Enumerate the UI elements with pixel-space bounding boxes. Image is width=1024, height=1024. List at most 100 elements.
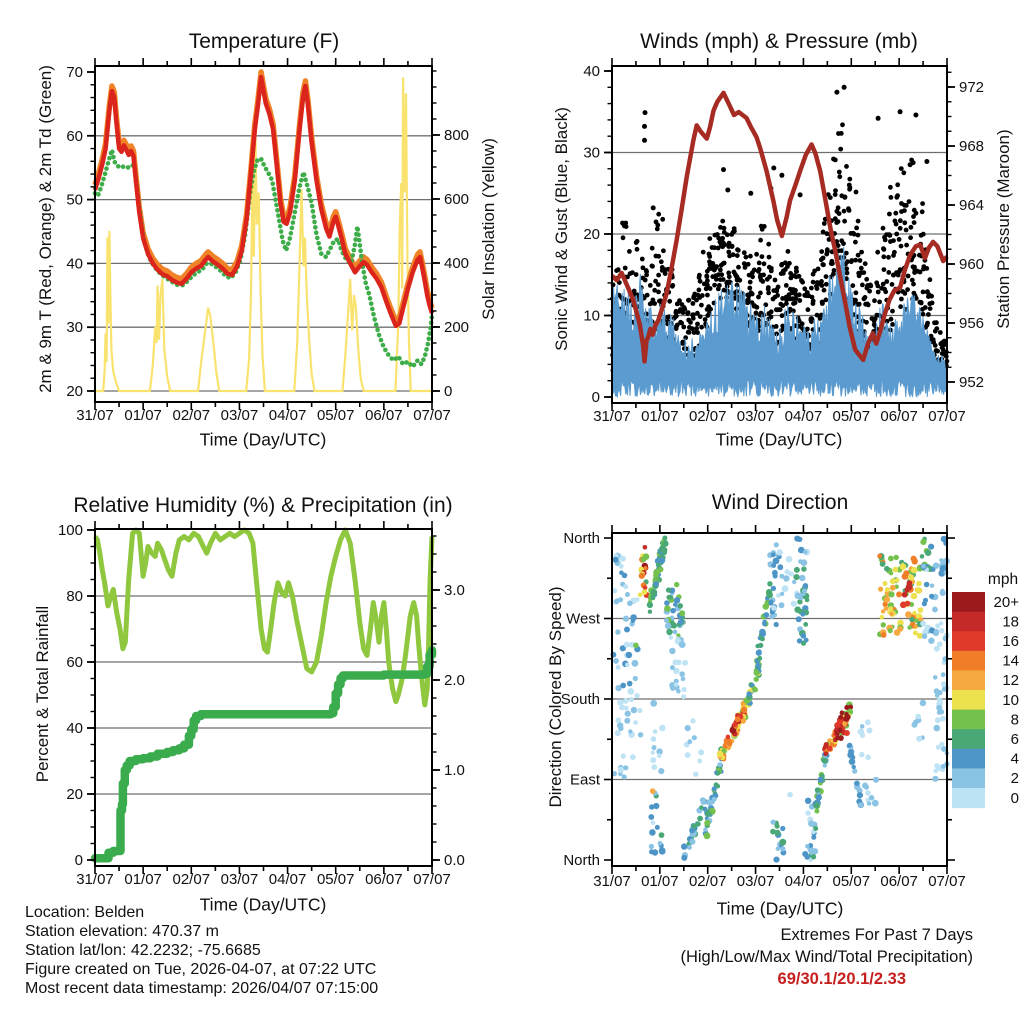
svg-text:40: 40 (66, 255, 83, 272)
svg-text:960: 960 (959, 256, 984, 273)
svg-text:01/07: 01/07 (641, 873, 679, 890)
svg-text:02/07: 02/07 (689, 873, 727, 890)
svg-text:600: 600 (444, 191, 469, 208)
svg-text:0: 0 (1011, 790, 1019, 807)
svg-text:01/07: 01/07 (124, 407, 162, 424)
svg-text:18: 18 (1002, 613, 1019, 630)
winds-y-label-right: Station Pressure (Maroon) (994, 129, 1013, 329)
extremes-values: 69/30.1/20.1/2.33 (777, 970, 906, 988)
svg-text:South: South (561, 691, 600, 708)
svg-text:4: 4 (1011, 751, 1019, 768)
footer-elevation: Station elevation: 470.37 m (25, 923, 219, 940)
humidity-y-label-left: Percent & Total Rainfall (33, 605, 52, 783)
svg-text:0: 0 (444, 383, 452, 400)
svg-text:04/07: 04/07 (269, 407, 307, 424)
svg-text:07/07: 07/07 (413, 407, 451, 424)
svg-text:30: 30 (583, 145, 600, 162)
temperature-chart: 31/07 01/07 02/07 03/07 04/07 05/07 06/07 07/07… (66, 58, 469, 424)
footer-timestamp: Most recent data timestamp: 2026/04/07 0… (25, 980, 379, 997)
svg-text:100: 100 (58, 522, 83, 539)
svg-text:972: 972 (959, 79, 984, 96)
humidity-precip-chart: 31/07 01/07 02/07 03/07 04/07 05/07 06/07 07/07… (58, 521, 465, 888)
svg-text:03/07: 03/07 (737, 408, 775, 425)
footer-location: Location: Belden (25, 904, 145, 921)
svg-text:07/07: 07/07 (413, 871, 451, 888)
svg-text:31/07: 31/07 (76, 407, 114, 424)
svg-text:964: 964 (959, 197, 984, 214)
temperature-y-label-left: 2m & 9m T (Red, Orange) & 2m Td (Green) (36, 65, 55, 393)
svg-text:968: 968 (959, 138, 984, 155)
svg-text:03/07: 03/07 (221, 407, 259, 424)
temperature-title: Temperature (F) (188, 30, 340, 53)
svg-text:06/07: 06/07 (365, 407, 403, 424)
svg-text:60: 60 (66, 128, 83, 145)
footer-created: Figure created on Tue, 2026-04-07, at 07… (25, 961, 377, 978)
svg-text:6: 6 (1011, 731, 1019, 748)
extremes-subheading: (High/Low/Max Wind/Total Precipitation) (680, 948, 973, 966)
wind-direction-chart: 31/07 01/07 02/07 03/07 04/07 05/07 06/07 07/07… (561, 525, 966, 890)
svg-text:04/07: 04/07 (785, 408, 823, 425)
svg-text:200: 200 (444, 319, 469, 336)
svg-text:10: 10 (1002, 692, 1019, 709)
svg-text:07/07: 07/07 (928, 408, 966, 425)
extremes-heading: Extremes For Past 7 Days (780, 926, 973, 944)
wind-direction-y-label: Direction (Colored By Speed) (546, 586, 565, 808)
svg-text:10: 10 (583, 308, 600, 325)
svg-text:05/07: 05/07 (833, 873, 871, 890)
temp-2m-line (92, 74, 435, 329)
svg-text:8: 8 (1011, 711, 1019, 728)
svg-text:04/07: 04/07 (269, 871, 307, 888)
svg-text:05/07: 05/07 (317, 407, 355, 424)
svg-text:East: East (570, 772, 601, 789)
svg-text:North: North (563, 530, 600, 547)
svg-text:31/07: 31/07 (593, 408, 631, 425)
svg-text:70: 70 (66, 64, 83, 81)
svg-text:20: 20 (583, 226, 600, 243)
winds-x-title: Time (Day/UTC) (715, 429, 843, 450)
svg-text:20: 20 (66, 786, 83, 803)
svg-text:40: 40 (66, 720, 83, 737)
wind-direction-title: Wind Direction (711, 491, 849, 514)
speed-colorbar: 20+ 18 16 14 12 10 8 6 4 2 0 (952, 592, 1020, 809)
svg-text:06/07: 06/07 (880, 408, 918, 425)
svg-text:05/07: 05/07 (833, 408, 871, 425)
svg-text:0: 0 (592, 389, 600, 406)
footer-latlon: Station lat/lon: 42.2232; -75.6685 (25, 942, 261, 959)
svg-text:05/07: 05/07 (317, 871, 355, 888)
svg-text:West: West (566, 611, 601, 628)
svg-text:400: 400 (444, 255, 469, 272)
svg-text:01/07: 01/07 (124, 871, 162, 888)
humidity-title: Relative Humidity (%) & Precipitation (i… (73, 494, 453, 517)
svg-text:North: North (563, 852, 600, 869)
svg-text:956: 956 (959, 315, 984, 332)
dewpoint-line (92, 149, 435, 371)
winds-title: Winds (mph) & Pressure (mb) (640, 30, 918, 53)
svg-text:40: 40 (583, 63, 600, 80)
svg-text:30: 30 (66, 319, 83, 336)
humidity-x-title: Time (Day/UTC) (199, 894, 327, 915)
svg-text:20: 20 (66, 383, 83, 400)
svg-text:1.0: 1.0 (444, 762, 465, 779)
svg-text:20+: 20+ (994, 594, 1020, 611)
rainfall-line (90, 646, 437, 863)
svg-text:16: 16 (1002, 633, 1019, 650)
svg-text:50: 50 (66, 192, 83, 209)
svg-text:12: 12 (1002, 672, 1019, 689)
svg-text:07/07: 07/07 (928, 873, 966, 890)
svg-text:31/07: 31/07 (593, 873, 631, 890)
svg-text:80: 80 (66, 588, 83, 605)
svg-text:02/07: 02/07 (173, 871, 211, 888)
svg-text:04/07: 04/07 (785, 873, 823, 890)
wind-direction-dots (610, 535, 950, 863)
svg-text:952: 952 (959, 374, 984, 391)
svg-text:01/07: 01/07 (641, 408, 679, 425)
colorbar-title: mph (987, 571, 1019, 588)
svg-text:06/07: 06/07 (365, 871, 403, 888)
winds-y-label-left: Sonic Wind & Gust (Blue, Black) (552, 107, 571, 351)
svg-text:60: 60 (66, 654, 83, 671)
svg-text:3.0: 3.0 (444, 582, 465, 599)
svg-text:800: 800 (444, 127, 469, 144)
svg-text:02/07: 02/07 (173, 407, 211, 424)
